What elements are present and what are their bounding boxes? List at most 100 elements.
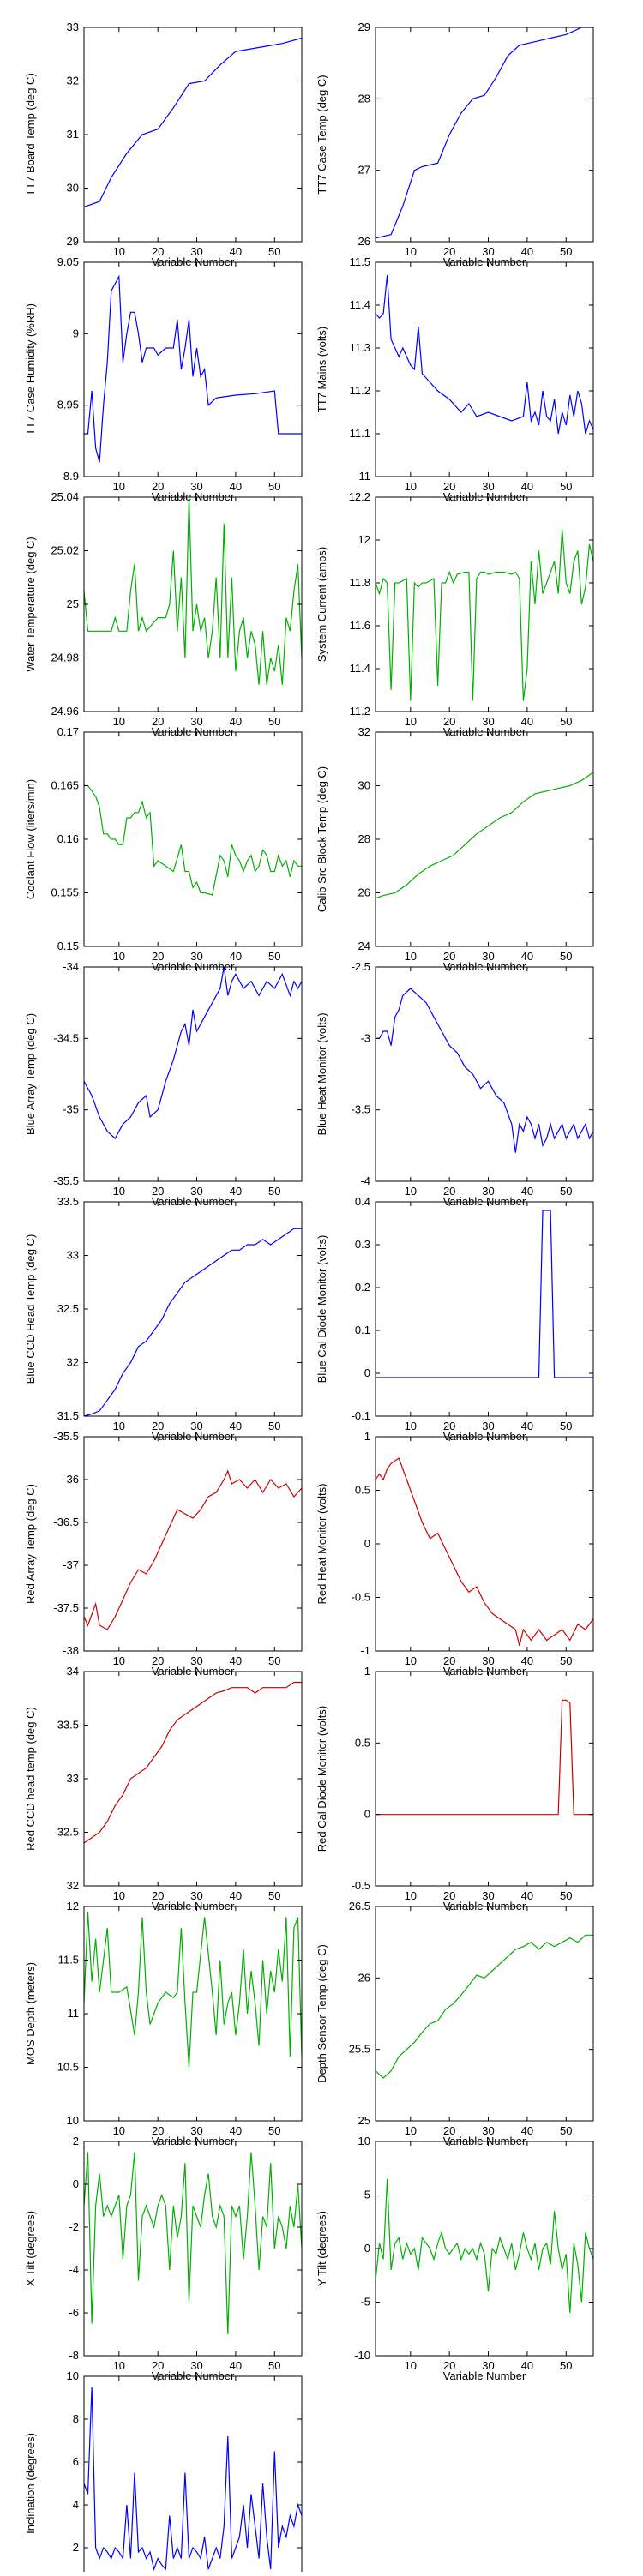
series-line: [83, 1469, 303, 1630]
x-tick-label: 30: [190, 1420, 202, 1432]
y-axis-label: Blue Heat Monitor (volts): [315, 1012, 328, 1135]
x-tick-label: 10: [113, 1654, 125, 1667]
series-line: [83, 496, 303, 685]
x-tick-label: 20: [443, 1654, 455, 1667]
y-tick-label: 0.155: [51, 886, 79, 899]
y-tick-label: 25: [67, 597, 79, 610]
y-tick-label: 26: [358, 886, 370, 899]
y-tick-label: -0.5: [352, 1879, 370, 1892]
x-tick-label: 40: [230, 1889, 242, 1902]
x-tick-label: 40: [230, 950, 242, 963]
x-tick-label: 20: [152, 1185, 164, 1198]
y-tick-label: 32: [67, 75, 79, 87]
y-tick-label: -34.5: [53, 1031, 79, 1044]
x-tick-label: 50: [560, 480, 572, 493]
x-tick-label: 20: [152, 1654, 164, 1667]
y-tick-label: 11.5: [350, 255, 370, 268]
x-tick-label: 30: [190, 480, 202, 493]
x-tick-label: 40: [521, 715, 533, 728]
x-tick-label: 20: [443, 1889, 455, 1902]
x-tick-label: 40: [521, 480, 533, 493]
y-axis-label: Red CCD head temp (deg C): [24, 1707, 37, 1851]
x-tick-label: 50: [560, 1654, 572, 1667]
x-tick-label: 40: [521, 1420, 533, 1432]
y-tick-label: 11.6: [350, 619, 370, 632]
y-tick-label: 26: [358, 1971, 370, 1984]
x-tick-label: 20: [152, 1889, 164, 1902]
y-tick-label: 11.2: [350, 705, 370, 718]
x-tick-label: 30: [190, 1185, 202, 1198]
x-tick-label: 30: [482, 1420, 494, 1432]
x-tick-label: 40: [230, 245, 242, 258]
x-tick-label: 10: [113, 2124, 125, 2137]
x-tick-label: 50: [268, 245, 280, 258]
y-tick-label: 8.95: [57, 399, 79, 411]
y-tick-label: -37: [63, 1558, 79, 1571]
y-axis-label: Inclination (degrees): [24, 2433, 37, 2534]
chart-5: 10 20 30 40 5011.211.411.611.81212.2Variable…: [315, 490, 594, 738]
y-tick-label: -36: [63, 1473, 79, 1486]
y-tick-label: 0.17: [57, 725, 79, 738]
y-tick-label: 12.2: [349, 490, 370, 503]
x-tick-label: 20: [443, 950, 455, 963]
y-axis-label: Red Array Temp (deg C): [24, 1484, 37, 1604]
y-axis-label: TT7 Mains (volts): [315, 327, 328, 412]
x-tick-label: 10: [405, 715, 417, 728]
y-axis-label: Red Cal Diode Monitor (volts): [315, 1706, 328, 1852]
x-tick-label: 50: [268, 715, 280, 728]
chart-4: 10 20 30 40 5024.9624.982525.0225.04Variable…: [24, 490, 303, 738]
y-tick-label: 31.5: [57, 1409, 79, 1422]
y-tick-label: -10: [354, 2349, 370, 2362]
x-tick-label: 10: [113, 715, 125, 728]
y-tick-label: 4: [73, 2498, 79, 2511]
x-tick-label: 50: [560, 1185, 572, 1198]
plot-frame: [375, 1671, 594, 1887]
x-tick-label: 40: [230, 2124, 242, 2137]
y-tick-label: 33.5: [57, 1195, 79, 1208]
y-tick-label: 25: [358, 2114, 370, 2127]
plot-frame: [83, 1201, 303, 1417]
chart-20: 10203040500246810Variable NumberInclinat…: [24, 2369, 303, 2576]
x-tick-label: 20: [152, 950, 164, 963]
x-tick-label: 30: [482, 480, 494, 493]
series-line: [84, 274, 302, 463]
x-tick-label: 50: [560, 1889, 572, 1902]
y-tick-label: 9.05: [57, 255, 79, 268]
series-line: [83, 1912, 303, 2068]
series-line: [375, 1934, 593, 2079]
plot-frame: [375, 261, 594, 477]
y-axis-label: Blue CCD Head Temp (deg C): [24, 1234, 37, 1384]
y-axis-label: TT7 Case Temp (deg C): [315, 75, 328, 194]
y-tick-label: 11: [68, 2007, 80, 2020]
y-tick-label: 11.2: [350, 384, 370, 397]
y-axis-label: MOS Depth (meters): [24, 1962, 37, 2065]
y-tick-label: 0.165: [51, 779, 79, 792]
y-tick-label: 2: [73, 2135, 79, 2147]
y-tick-label: -36.5: [53, 1516, 79, 1528]
x-tick-label: 50: [268, 1420, 280, 1432]
x-tick-label: 30: [190, 950, 202, 963]
y-tick-label: 10: [358, 2135, 370, 2147]
y-tick-label: 8.9: [63, 470, 79, 483]
y-tick-label: 8: [73, 2412, 79, 2425]
y-tick-label: -35: [63, 1103, 79, 1116]
y-tick-label: 10.5: [57, 2061, 79, 2074]
x-tick-label: 10: [405, 1420, 417, 1432]
y-tick-label: 0: [364, 1537, 370, 1550]
y-tick-label: 33: [67, 1249, 79, 1262]
y-tick-label: 32: [67, 1879, 79, 1892]
x-tick-label: 40: [521, 1654, 533, 1667]
y-tick-label: 11.4: [350, 662, 370, 675]
x-tick-label: 30: [190, 2124, 202, 2137]
y-tick-label: -34: [63, 960, 79, 973]
y-tick-label: 2: [73, 2541, 79, 2554]
y-axis-label: Coolant Flow (liters/min): [24, 779, 37, 899]
